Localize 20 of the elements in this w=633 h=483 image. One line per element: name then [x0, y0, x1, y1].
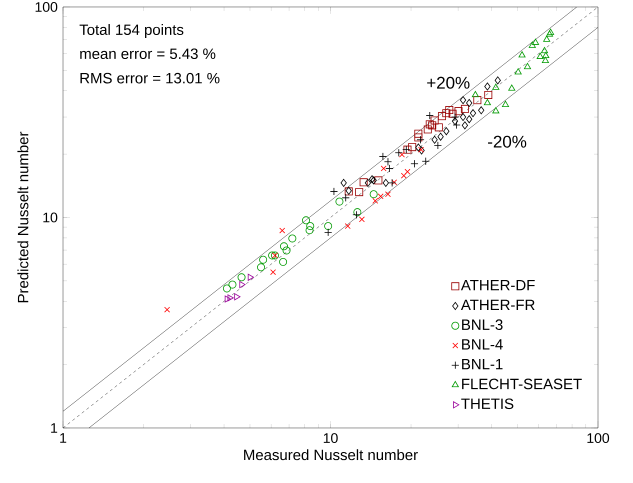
- annotation: RMS error = 13.01 %: [80, 72, 220, 84]
- annotation: +20%: [427, 76, 470, 89]
- y-tick-label: 1: [51, 423, 58, 433]
- x-axis-title: Measured Nusselt number: [244, 449, 418, 460]
- legend-label: THETIS: [461, 398, 514, 410]
- y-tick-label: 10: [43, 212, 58, 222]
- legend-label: ATHER-DF: [460, 280, 535, 290]
- annotation: -20%: [488, 136, 526, 148]
- legend-label: BNL-4: [462, 339, 503, 350]
- x-tick-label: 1: [60, 433, 66, 443]
- legend-label: ATHER-FR: [460, 300, 535, 310]
- annotation: mean error = 5.43 %: [80, 48, 216, 60]
- x-tick-label: 100: [587, 433, 610, 444]
- legend-label: FLECHT-SEASET: [462, 378, 582, 390]
- legend-label: BNL-3: [462, 319, 503, 330]
- annotation: Total 154 points: [80, 24, 184, 38]
- y-axis-title: Predicted Nusselt number: [17, 132, 28, 302]
- legend-label: BNL-1: [462, 358, 503, 370]
- x-tick-label: 10: [324, 433, 338, 444]
- y-tick-label: 100: [36, 2, 58, 12]
